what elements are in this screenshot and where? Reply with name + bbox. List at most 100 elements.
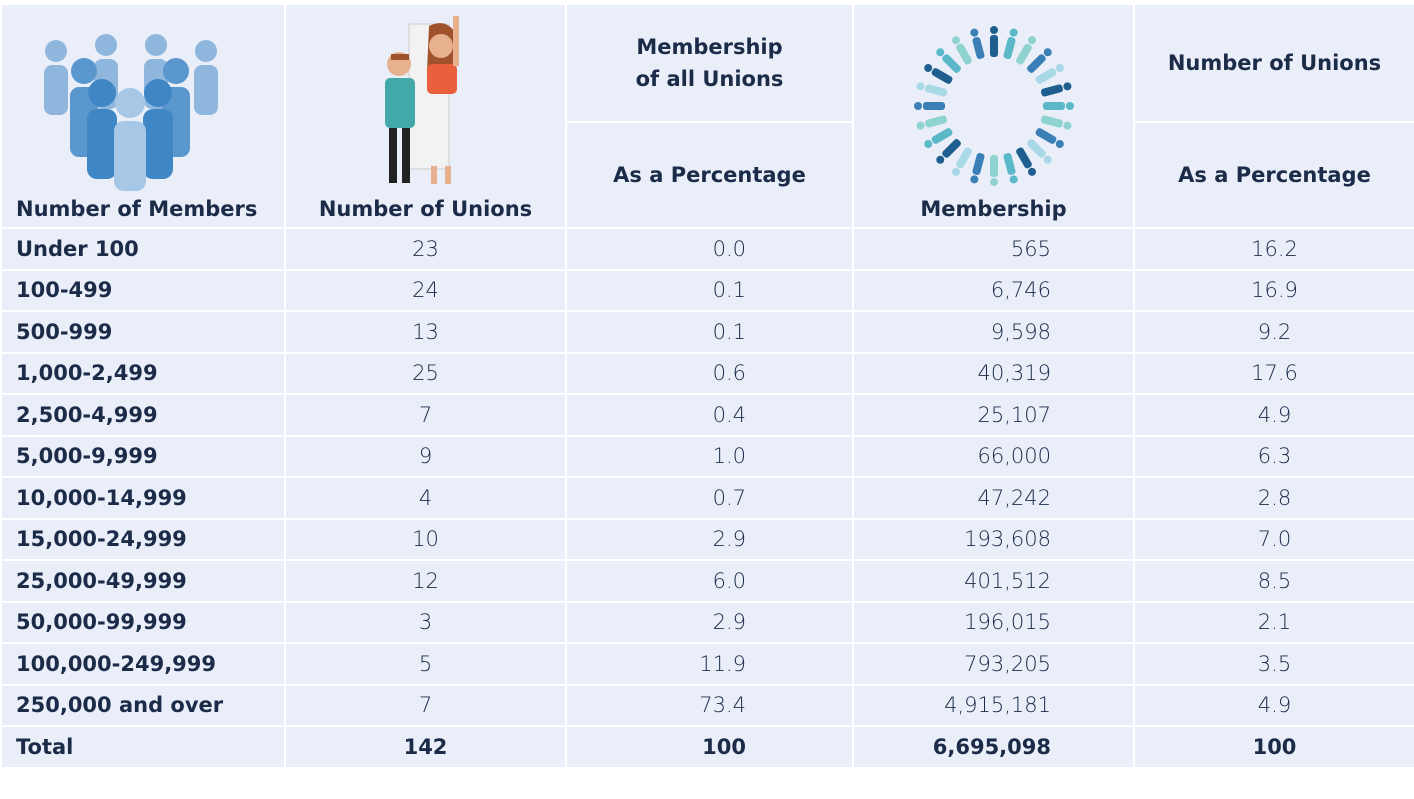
table-cell: 16.9 bbox=[1133, 268, 1414, 312]
table-cell: 4,915,181 bbox=[852, 683, 1135, 727]
table-row: 500-999 13 0.1 9,598 9.2 bbox=[0, 310, 1414, 354]
table-cell: 0.4 bbox=[565, 393, 854, 437]
table-cell: 50,000-99,999 bbox=[0, 600, 286, 644]
table-cell: 0.1 bbox=[565, 268, 854, 312]
table-row: 100,000-249,999 5 11.9 793,205 3.5 bbox=[0, 642, 1414, 686]
table-cell: 565 bbox=[852, 227, 1135, 271]
table-cell: 13 bbox=[284, 310, 567, 354]
table-cell: 4 bbox=[284, 476, 567, 520]
table-cell: 11.9 bbox=[565, 642, 854, 686]
table-cell: 40,319 bbox=[852, 351, 1135, 395]
ring-person bbox=[951, 147, 972, 176]
table-row: Total 142 100 6,695,098 100 bbox=[0, 725, 1414, 769]
people-icon bbox=[384, 16, 459, 184]
table-cell: 2.1 bbox=[1133, 600, 1414, 644]
header-cell: Number of Unions bbox=[1133, 3, 1414, 123]
table-cell: 15,000-24,999 bbox=[0, 517, 286, 561]
header-text: Membership of all Unions bbox=[635, 35, 784, 91]
table-cell: 6,695,098 bbox=[852, 725, 1135, 769]
ring-person bbox=[1002, 28, 1018, 60]
ring-person bbox=[923, 64, 952, 84]
table-cell: 47,242 bbox=[852, 476, 1135, 520]
ring-person bbox=[916, 82, 947, 97]
table-cell: 16.2 bbox=[1133, 227, 1414, 271]
ring-person bbox=[1042, 102, 1074, 110]
table-cell: 100 bbox=[1133, 725, 1414, 769]
table-cell: 5 bbox=[284, 642, 567, 686]
table-row: 50,000-99,999 3 2.9 196,015 2.1 bbox=[0, 600, 1414, 644]
header-text: Number of Unions bbox=[318, 197, 533, 221]
table-cell: 1,000-2,499 bbox=[0, 351, 286, 395]
table-cell: 10 bbox=[284, 517, 567, 561]
ring-person bbox=[1002, 152, 1018, 184]
header-text: As a Percentage bbox=[1178, 163, 1371, 187]
table-cell: 12 bbox=[284, 559, 567, 603]
ring-person bbox=[1015, 36, 1036, 65]
header-cell: As a Percentage bbox=[565, 121, 854, 229]
table-cell: 9 bbox=[284, 434, 567, 478]
ring-person bbox=[1035, 64, 1064, 84]
table-row: 2,500-4,999 7 0.4 25,107 4.9 bbox=[0, 393, 1414, 437]
table-cell: 25 bbox=[284, 351, 567, 395]
table-cell: 3.5 bbox=[1133, 642, 1414, 686]
table-cell: 196,015 bbox=[852, 600, 1135, 644]
ring-person bbox=[989, 26, 998, 57]
table-cell: 17.6 bbox=[1133, 351, 1414, 395]
table-cell: 7.0 bbox=[1133, 517, 1414, 561]
table-cell: 100-499 bbox=[0, 268, 286, 312]
table-cell: 100 bbox=[565, 725, 854, 769]
table-cell: 73.4 bbox=[565, 683, 854, 727]
ring-person bbox=[916, 115, 947, 130]
table-cell: 23 bbox=[284, 227, 567, 271]
table-cell: 9.2 bbox=[1133, 310, 1414, 354]
table-row: 1,000-2,499 25 0.6 40,319 17.6 bbox=[0, 351, 1414, 395]
table-cell: 250,000 and over bbox=[0, 683, 286, 727]
table-cell: 66,000 bbox=[852, 434, 1135, 478]
header-cell: Membership of all Unions bbox=[565, 3, 854, 123]
header-text: Number of Members bbox=[16, 197, 258, 221]
table-cell: 2,500-4,999 bbox=[0, 393, 286, 437]
ring-person bbox=[951, 36, 972, 65]
table-cell: 6.3 bbox=[1133, 434, 1414, 478]
table-cell: 142 bbox=[284, 725, 567, 769]
ring-person bbox=[969, 28, 985, 60]
table-cell: 25,000-49,999 bbox=[0, 559, 286, 603]
table-cell: Under 100 bbox=[0, 227, 286, 271]
header-cell: As a Percentage bbox=[1133, 121, 1414, 229]
table-cell: 100,000-249,999 bbox=[0, 642, 286, 686]
header-cell: Number of Unions bbox=[284, 3, 567, 229]
table-cell: 793,205 bbox=[852, 642, 1135, 686]
table-cell: 9,598 bbox=[852, 310, 1135, 354]
table-body: Under 100 23 0.0 565 16.2 100-499 24 0.1 6,746 16… bbox=[0, 227, 1414, 769]
table-cell: 7 bbox=[284, 393, 567, 437]
table-row: 10,000-14,999 4 0.7 47,242 2.8 bbox=[0, 476, 1414, 520]
table-row: 250,000 and over 7 73.4 4,915,181 4.9 bbox=[0, 683, 1414, 727]
table-cell: 6.0 bbox=[565, 559, 854, 603]
table-cell: 8.5 bbox=[1133, 559, 1414, 603]
table-cell: 401,512 bbox=[852, 559, 1135, 603]
table-cell: 1.0 bbox=[565, 434, 854, 478]
ring-icon bbox=[913, 26, 1074, 186]
table-cell: 4.9 bbox=[1133, 683, 1414, 727]
ring-person bbox=[923, 128, 952, 148]
table-row: Under 100 23 0.0 565 16.2 bbox=[0, 227, 1414, 271]
header-text: Membership bbox=[920, 197, 1067, 221]
table-cell: Total bbox=[0, 725, 286, 769]
ring-person bbox=[989, 155, 998, 186]
ring-person bbox=[935, 48, 961, 73]
ring-person bbox=[1026, 48, 1052, 73]
header-cell: Number of Members bbox=[0, 3, 286, 229]
table-cell: 500-999 bbox=[0, 310, 286, 354]
crowd-icon bbox=[44, 34, 218, 191]
ring-person bbox=[1040, 115, 1071, 130]
ring-person bbox=[1040, 82, 1071, 97]
header-cell: Membership bbox=[852, 3, 1135, 229]
table-cell: 7 bbox=[284, 683, 567, 727]
table-cell: 193,608 bbox=[852, 517, 1135, 561]
table-cell: 10,000-14,999 bbox=[0, 476, 286, 520]
table-row: 100-499 24 0.1 6,746 16.9 bbox=[0, 268, 1414, 312]
ring-person bbox=[913, 102, 945, 110]
table-cell: 3 bbox=[284, 600, 567, 644]
table-cell: 24 bbox=[284, 268, 567, 312]
ring-person bbox=[969, 152, 985, 184]
